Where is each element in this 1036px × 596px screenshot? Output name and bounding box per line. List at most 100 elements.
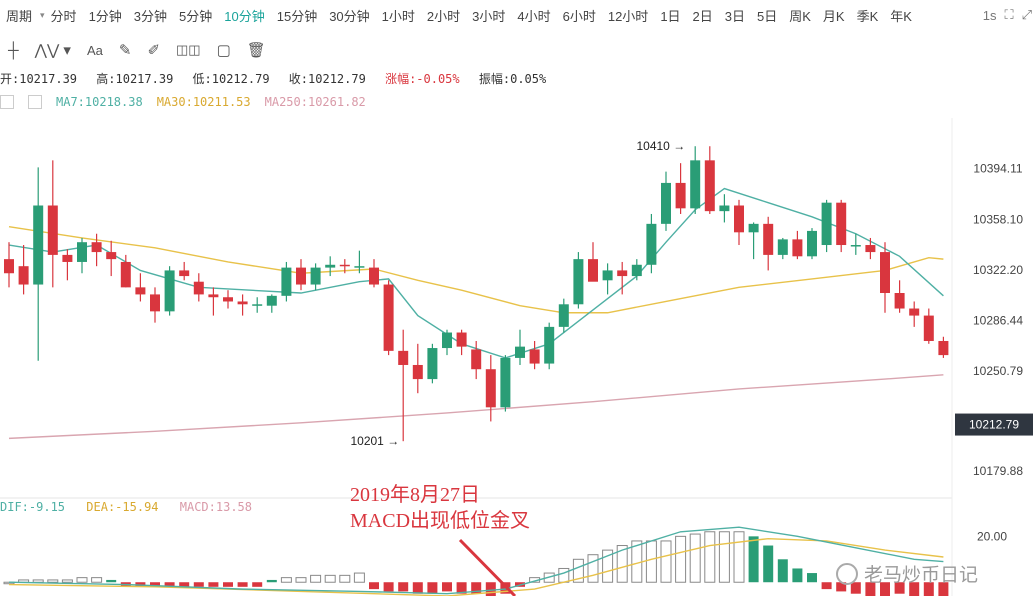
macd-bar — [894, 582, 905, 594]
chevron-down-icon[interactable]: ▾ — [40, 9, 45, 20]
ruler-icon[interactable]: ✎ — [118, 42, 132, 59]
candle-body — [77, 242, 87, 262]
candle-body — [296, 267, 306, 285]
expand-icon[interactable]: ⤢ — [1021, 7, 1032, 22]
candle-body — [704, 160, 715, 212]
annotation-arrow — [458, 538, 517, 596]
macd-bar — [179, 582, 190, 587]
macd-bar — [704, 531, 716, 583]
ma7-line — [8, 187, 944, 359]
candle-body — [325, 264, 336, 268]
candle-body — [179, 270, 190, 277]
fullscreen-icon[interactable]: ⛶ — [1004, 7, 1014, 22]
candle-body — [617, 270, 628, 277]
period-item[interactable]: 周K — [789, 8, 811, 24]
y-tick-label: 10286.44 — [973, 314, 1023, 328]
dif-value: DIF:-9.15 — [0, 500, 66, 514]
period-item[interactable]: 3分钟 — [133, 8, 168, 24]
candle-body — [529, 349, 540, 364]
candle-body — [208, 294, 219, 298]
macd-bar — [324, 574, 336, 583]
macd-bar — [777, 559, 788, 583]
magnet-icon[interactable]: ◫◫ — [176, 42, 201, 57]
macd-bar — [763, 545, 774, 583]
period-item[interactable]: 月K — [822, 8, 845, 24]
candle-body — [923, 315, 934, 341]
candle-body — [135, 287, 146, 295]
lock-icon[interactable]: ▢ — [216, 42, 231, 59]
period-item[interactable]: 年K — [890, 8, 912, 24]
macd-bar — [47, 579, 59, 583]
macd-bar — [748, 536, 759, 583]
drawing-tools: ┼ ⋀⋁ ▾ Aa ✎ ✐ ◫◫ ▢ 🗑 — [0, 36, 274, 64]
interval-1s[interactable]: 1s — [982, 7, 997, 23]
ohlc-open: 开:10217.39 — [0, 72, 78, 86]
settings-icon[interactable] — [0, 95, 14, 109]
period-item[interactable]: 3日 — [724, 8, 746, 24]
period-item[interactable]: 5日 — [757, 8, 778, 24]
ma-readout: MA7:10218.38 MA30:10211.53 MA250:10261.8… — [0, 92, 380, 112]
macd-bar — [836, 582, 847, 592]
period-item[interactable]: 2小时 — [426, 8, 461, 24]
candle-body — [339, 264, 350, 267]
indicator-icon[interactable]: ⋀⋁ ▾ — [34, 42, 71, 59]
y-tick-label: 10179.88 — [973, 464, 1023, 478]
candle-body — [62, 254, 73, 262]
y-tick-label: 10322.20 — [973, 263, 1023, 277]
macd-bar — [280, 577, 292, 583]
close-icon[interactable] — [28, 95, 42, 109]
macd-value: MACD:13.58 — [179, 500, 252, 514]
macd-bar — [850, 582, 861, 594]
candle-body — [252, 304, 263, 306]
period-item[interactable]: 1小时 — [381, 8, 415, 24]
candle-body — [807, 230, 817, 257]
candle-body — [909, 308, 920, 316]
period-item[interactable]: 6小时 — [562, 8, 596, 24]
crosshair-icon[interactable]: ┼ — [8, 41, 19, 59]
candle-body — [850, 245, 861, 247]
macd-bar — [193, 582, 204, 587]
ma250-value: MA250:10261.82 — [264, 95, 366, 109]
macd-bar — [61, 579, 73, 583]
period-item[interactable]: 30分钟 — [329, 8, 370, 24]
candle-body — [412, 364, 423, 380]
macd-bar — [266, 579, 277, 583]
period-item[interactable]: 2日 — [692, 8, 713, 24]
candle-body — [383, 284, 394, 351]
macd-bar — [353, 572, 365, 583]
period-item[interactable]: 5分钟 — [179, 8, 213, 24]
period-item[interactable]: 4小时 — [517, 8, 551, 24]
macd-bar — [106, 579, 117, 583]
candle-body — [500, 357, 511, 408]
ohlc-amplitude: 振幅:0.05% — [478, 72, 547, 86]
annotation-line1: 2019年8月27日 — [350, 484, 480, 506]
period-item[interactable]: 10分钟 — [224, 8, 265, 24]
candle-body — [646, 223, 657, 265]
period-item[interactable]: 15分钟 — [276, 8, 318, 24]
candle-body — [223, 297, 233, 302]
period-item[interactable]: 1日 — [660, 8, 681, 24]
period-item[interactable]: 12小时 — [607, 8, 649, 24]
candle-body — [106, 252, 117, 260]
candle-body — [485, 369, 496, 408]
candle-body — [763, 223, 774, 255]
candle-body — [164, 270, 175, 312]
trash-icon[interactable]: 🗑 — [246, 42, 266, 59]
high-label: 10410 → — [636, 139, 685, 153]
candle-body — [237, 301, 248, 305]
period-item[interactable]: 1分钟 — [88, 8, 122, 24]
period-item[interactable]: 3小时 — [472, 8, 506, 24]
font-tool-icon[interactable]: Aa — [86, 42, 103, 58]
brush-icon[interactable]: ✐ — [147, 42, 161, 59]
period-item[interactable]: 季K — [856, 8, 879, 24]
candle-body — [471, 349, 482, 370]
candle-body — [894, 293, 905, 309]
period-item[interactable]: 周期 — [6, 8, 33, 24]
period-item[interactable]: 分时 — [50, 8, 77, 24]
macd-bar — [237, 582, 248, 587]
candle-body — [588, 259, 598, 282]
last-price-label: 10212.79 — [969, 418, 1019, 432]
candle-body — [792, 239, 803, 257]
macd-bar — [76, 577, 88, 583]
